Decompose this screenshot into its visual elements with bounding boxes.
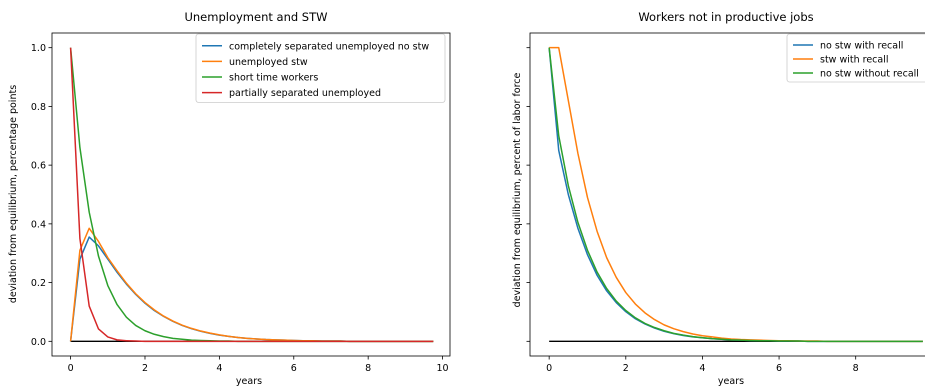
y-tick-label: 0.8 [31, 102, 46, 113]
x-tick-label: 2 [623, 363, 629, 374]
y-tick-label: 0.2 [31, 278, 46, 289]
x-tick-label: 6 [776, 363, 782, 374]
y-tick-label: 0.4 [31, 219, 46, 230]
y-axis-label: deviation from equilibrium, percent of l… [512, 72, 523, 307]
x-tick-label: 6 [291, 363, 297, 374]
x-tick-label: 8 [853, 363, 859, 374]
y-tick-label: 0.0 [31, 337, 46, 348]
legend-label: stw with recall [820, 55, 889, 66]
x-tick-label: 4 [216, 363, 222, 374]
legend-label: partially separated unemployed [229, 88, 381, 99]
y-tick-label: 1.0 [31, 43, 46, 54]
x-tick-label: 8 [365, 363, 371, 374]
axes-frame [529, 32, 925, 357]
chart-left: Unemployment and STW years deviation fro… [8, 10, 451, 387]
series-line [69, 236, 434, 343]
series-line [548, 47, 923, 343]
x-axis-label: years [718, 376, 744, 387]
chart-right: Workers not in productive jobs years dev… [512, 10, 925, 387]
legend-label: no stw without recall [820, 69, 919, 80]
x-tick-label: 4 [699, 363, 705, 374]
legend-label: unemployed stw [229, 57, 308, 68]
axes-frame [51, 32, 451, 357]
legend-box [195, 33, 446, 103]
series-line [548, 47, 923, 343]
y-tick-label: 0.6 [31, 161, 46, 172]
x-tick-label: 10 [437, 363, 449, 374]
series-line [549, 46, 923, 343]
series-line [69, 47, 434, 343]
x-tick-label: 0 [68, 363, 74, 374]
x-axis-label: years [236, 376, 262, 387]
legend-box [786, 33, 925, 83]
legend-label: no stw with recall [820, 41, 903, 52]
legend-label: completely separated unemployed no stw [229, 41, 429, 52]
series-line [69, 227, 434, 343]
chart-title: Workers not in productive jobs [638, 10, 813, 24]
chart-title: Unemployment and STW [184, 10, 327, 24]
x-tick-label: 0 [546, 363, 552, 374]
legend-label: short time workers [229, 73, 318, 84]
x-tick-label: 2 [142, 363, 148, 374]
y-axis-label: deviation from equilibrium, percentage p… [8, 85, 19, 303]
